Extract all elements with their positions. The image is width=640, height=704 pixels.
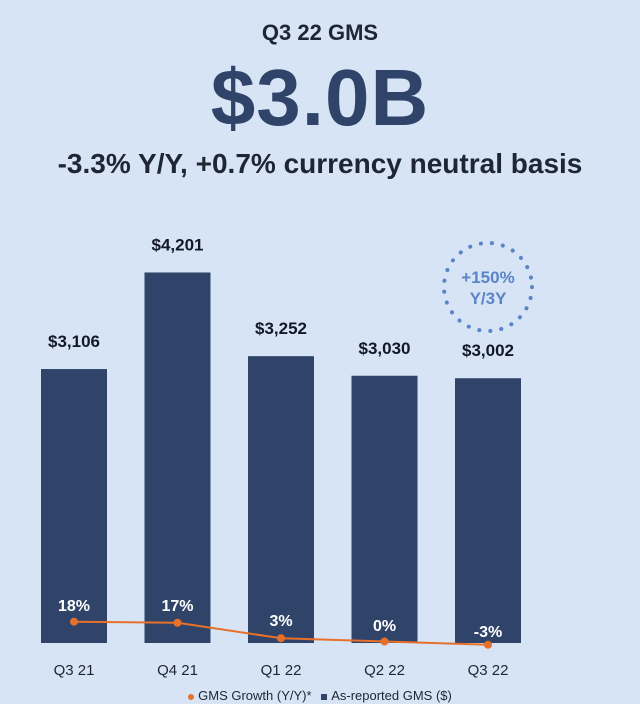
growth-label-3: 0%: [373, 618, 396, 635]
headline-text: -3.3% Y/Y, +0.7% currency neutral basis: [57, 148, 583, 179]
x-tick-label-4: Q3 22: [468, 662, 509, 679]
bar-value-label-2: $3,252: [255, 319, 307, 338]
x-tick-label-1: Q4 21: [157, 662, 198, 679]
growth-point-2: [277, 634, 285, 643]
bar-value-label-4: $3,002: [462, 341, 514, 360]
badge-ring: [442, 241, 534, 333]
legend-label-growth: GMS Growth (Y/Y)*: [198, 688, 312, 703]
bar-value-label-1: $4,201: [152, 235, 204, 254]
growth-point-4: [484, 640, 492, 649]
badge-line-2: Y/3Y: [470, 289, 508, 308]
bar-0: [41, 369, 107, 643]
growth-label-0: 18%: [58, 598, 90, 615]
legend-item-growth: GMS Growth (Y/Y)*: [188, 688, 312, 703]
x-tick-label-0: Q3 21: [54, 662, 95, 679]
growth-label-4: -3%: [474, 624, 502, 641]
growth-point-0: [70, 617, 78, 626]
x-tick-label-2: Q1 22: [261, 662, 302, 679]
legend-dot-icon: [188, 693, 195, 700]
bar-value-label-3: $3,030: [359, 339, 411, 358]
bar-1: [144, 272, 211, 643]
legend-item-gms: As-reported GMS ($): [321, 688, 452, 703]
growth-point-1: [173, 618, 182, 627]
badge-line-1: +150%: [461, 268, 514, 287]
legend-square-icon: [321, 693, 328, 700]
bar-3: [351, 375, 418, 643]
bar-4: [455, 378, 521, 643]
x-tick-label-3: Q2 22: [364, 662, 405, 679]
growth-point-3: [380, 637, 389, 646]
bar-2: [248, 356, 314, 643]
legend: GMS Growth (Y/Y)* As-reported GMS ($): [0, 688, 640, 703]
legend-label-gms: As-reported GMS ($): [331, 688, 452, 703]
headline-value: $3.0B: [210, 53, 430, 142]
growth-label-1: 17%: [161, 598, 193, 615]
growth-label-2: 3%: [269, 613, 292, 630]
chart-subtitle: Q3 22 GMS: [261, 20, 379, 45]
bar-value-label-0: $3,106: [48, 332, 100, 351]
